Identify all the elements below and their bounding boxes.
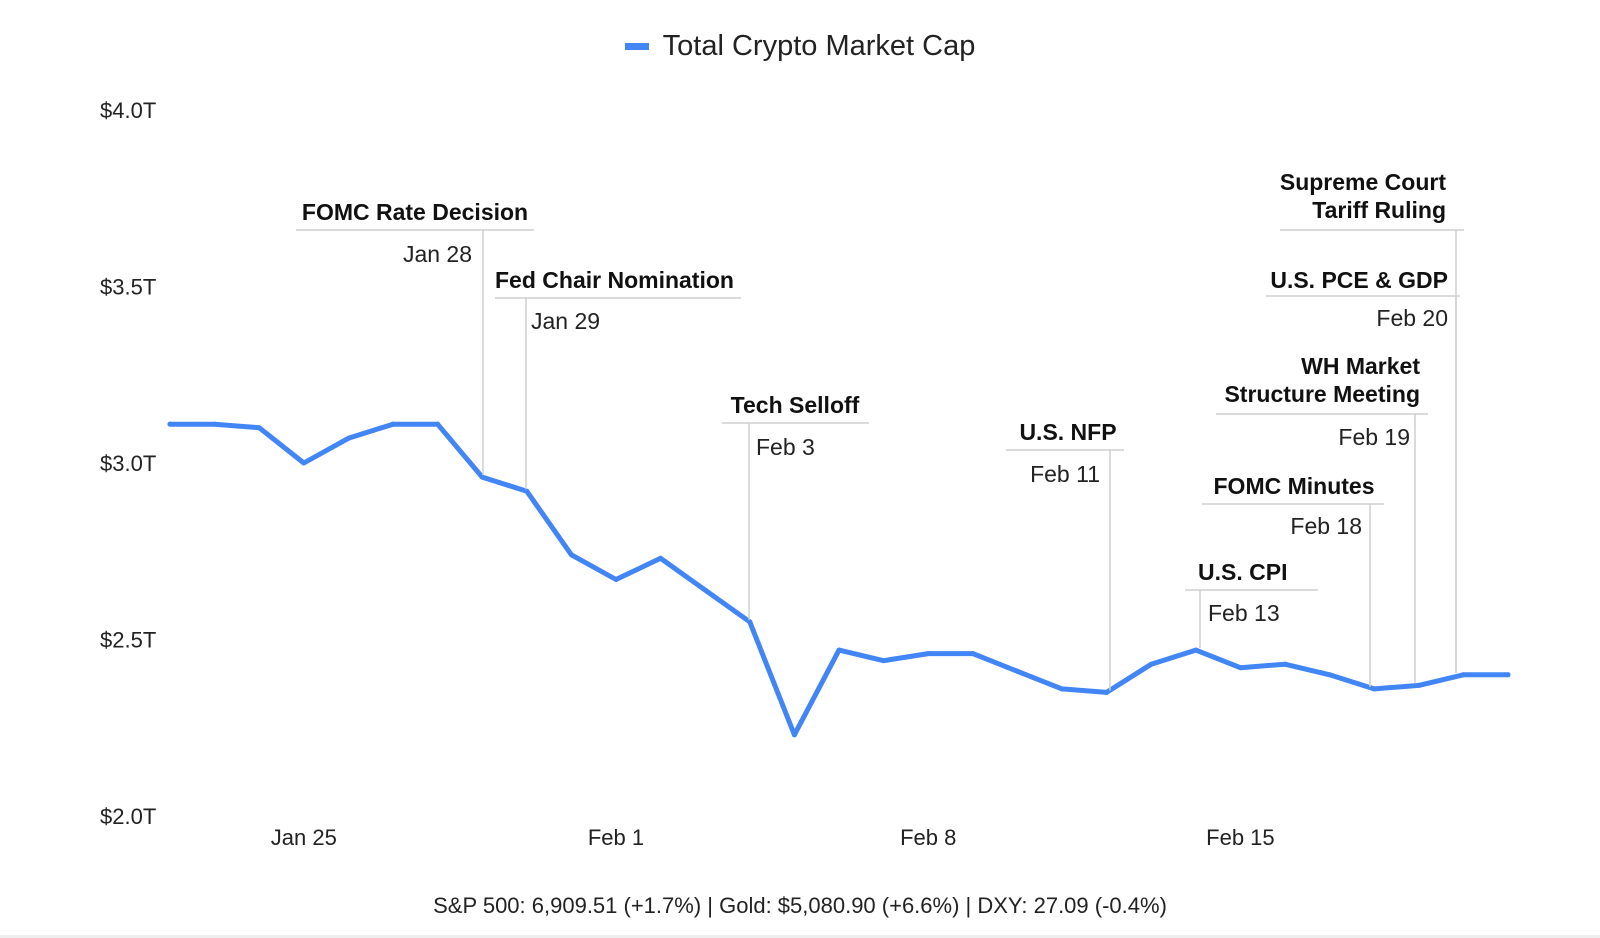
data-point [212, 421, 218, 427]
annotation-title: U.S. CPI [1198, 559, 1287, 585]
data-point [1059, 686, 1065, 692]
data-point [524, 488, 530, 494]
data-point [345, 435, 351, 441]
annotation-date: Feb 11 [1030, 461, 1100, 487]
data-point [1505, 672, 1511, 678]
annotation-title: FOMC Rate Decision [302, 199, 528, 225]
data-point [791, 732, 797, 738]
data-point [1193, 647, 1199, 653]
y-tick-label: $2.0T [100, 804, 156, 829]
bottom-divider [0, 935, 1600, 938]
y-tick-label: $4.0T [100, 98, 156, 123]
data-point [836, 647, 842, 653]
data-point [390, 421, 396, 427]
y-tick-label: $2.5T [100, 628, 156, 653]
data-point [613, 576, 619, 582]
market-summary-footer: S&P 500: 6,909.51 (+1.7%) | Gold: $5,080… [433, 893, 1167, 918]
annotation-date: Jan 29 [531, 308, 600, 334]
annotation-date: Feb 19 [1338, 424, 1410, 450]
annotation-title: Supreme Court [1280, 169, 1446, 195]
y-tick-label: $3.0T [100, 451, 156, 476]
annotation-title: WH Market [1301, 353, 1420, 379]
annotation-date: Jan 28 [403, 241, 472, 267]
legend-swatch [624, 43, 649, 50]
data-point [1371, 686, 1377, 692]
data-point [970, 651, 976, 657]
data-point [256, 425, 262, 431]
legend: Total Crypto Market Cap [0, 30, 1600, 63]
data-point [1148, 661, 1154, 667]
data-point [1104, 689, 1110, 695]
data-point [1014, 668, 1020, 674]
annotation-date: Feb 18 [1290, 513, 1362, 539]
annotation-date: Feb 13 [1208, 600, 1280, 626]
x-tick-label: Feb 8 [900, 825, 956, 850]
market-cap-line [167, 421, 1511, 738]
data-point [747, 619, 753, 625]
y-tick-label: $3.5T [100, 275, 156, 300]
annotation-title: Fed Chair Nomination [495, 267, 734, 293]
data-point [1460, 672, 1466, 678]
annotation-date: Feb 3 [756, 434, 815, 460]
data-point [881, 658, 887, 664]
x-tick-label: Feb 15 [1206, 825, 1275, 850]
data-point [1237, 665, 1243, 671]
x-tick-label: Feb 1 [588, 825, 644, 850]
data-point [925, 651, 931, 657]
data-point [1416, 682, 1422, 688]
data-point [167, 421, 173, 427]
annotation-date: Feb 20 [1376, 305, 1448, 331]
data-point [479, 474, 485, 480]
data-point [435, 421, 441, 427]
annotation-title: Tech Selloff [731, 392, 860, 418]
annotation-title: FOMC Minutes [1214, 473, 1375, 499]
annotation-title: Tariff Ruling [1312, 197, 1446, 223]
data-point [1282, 661, 1288, 667]
data-point [301, 460, 307, 466]
annotation-title: U.S. PCE & GDP [1270, 267, 1448, 293]
data-point [702, 587, 708, 593]
data-point [568, 552, 574, 558]
annotation-title: U.S. NFP [1019, 419, 1116, 445]
x-tick-label: Jan 25 [271, 825, 337, 850]
annotation-title: Structure Meeting [1224, 381, 1420, 407]
data-point [1327, 672, 1333, 678]
data-point [658, 555, 664, 561]
legend-label: Total Crypto Market Cap [662, 30, 976, 62]
